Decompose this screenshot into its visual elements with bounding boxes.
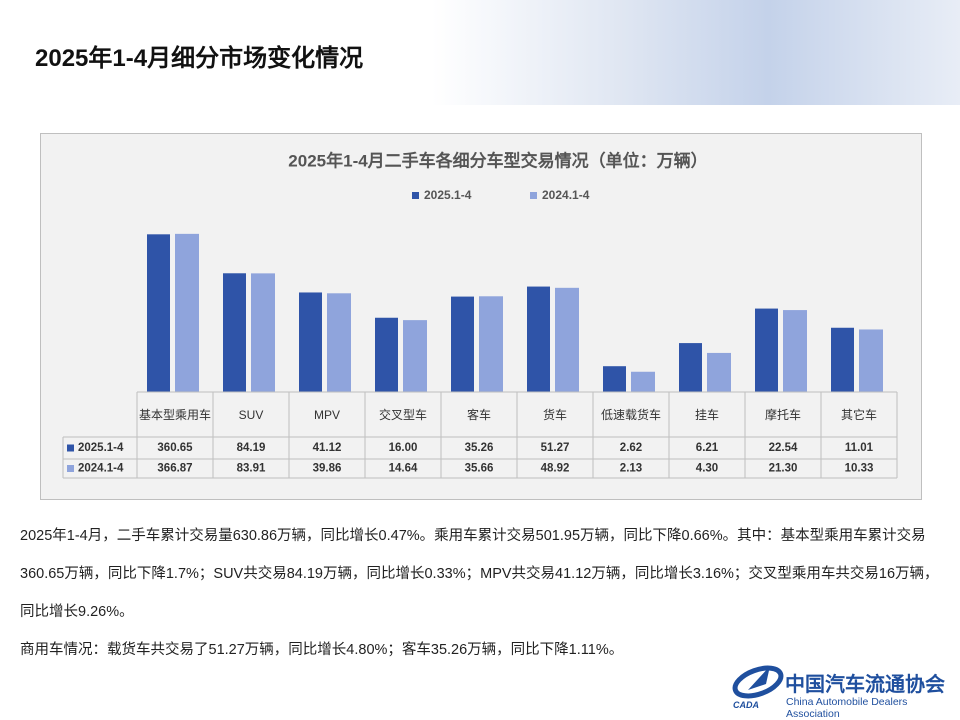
value-label: 83.91 (237, 463, 266, 475)
x-tick-label: 基本型乘用车 (139, 407, 211, 422)
bar (479, 296, 503, 392)
bar (631, 371, 655, 392)
bar (147, 234, 170, 392)
bar (375, 317, 398, 392)
legend-swatch (412, 192, 419, 199)
x-tick-label: SUV (238, 407, 264, 422)
value-label: 2.13 (620, 463, 642, 475)
value-label: 21.30 (769, 463, 798, 475)
value-label: 10.33 (845, 463, 874, 475)
x-tick-label: 摩托车 (764, 407, 801, 422)
logo-name: 中国汽车流通协会 (785, 672, 945, 696)
bar (175, 233, 199, 392)
bar (755, 308, 778, 392)
legend-label: 2024.1-4 (542, 188, 590, 202)
legend-swatch (67, 444, 74, 452)
row-label: 2024.1-4 (78, 463, 124, 475)
bar (327, 293, 351, 392)
bar (451, 296, 474, 392)
x-tick-label: 客车 (466, 407, 491, 422)
bar (603, 366, 626, 392)
bar (555, 287, 579, 392)
x-tick-label: 低速载货车 (600, 407, 661, 422)
legend-label: 2025.1-4 (424, 188, 472, 202)
bar (707, 352, 731, 392)
category-cell: 摩托车 (764, 407, 801, 422)
category-cell: 其它车 (840, 407, 877, 422)
value-label: 48.92 (541, 463, 570, 475)
value-label: 84.19 (237, 442, 266, 454)
row-label: 2025.1-4 (78, 442, 124, 454)
bar (783, 310, 807, 392)
category-cell: 客车 (466, 407, 491, 422)
paragraph: 2025年1-4月，二手车累计交易量630.86万辆，同比增长0.47%。乘用车… (20, 528, 939, 620)
x-tick-label: 其它车 (840, 407, 877, 422)
value-label: 35.66 (465, 463, 494, 475)
value-label: 22.54 (769, 442, 798, 454)
value-label: 41.12 (313, 442, 342, 454)
bar (679, 343, 702, 392)
category-cell: 低速载货车 (600, 407, 661, 422)
category-cell: MPV (313, 407, 340, 422)
x-tick-label: 交叉型车 (378, 407, 427, 422)
value-label: 366.87 (157, 463, 192, 475)
category-cell: 货车 (542, 407, 567, 422)
value-label: 2.62 (620, 442, 642, 454)
logo-subname: China Automobile Dealers Association (786, 696, 908, 720)
value-label: 39.86 (313, 463, 342, 475)
x-tick-label: 货车 (542, 407, 567, 422)
value-label: 16.00 (389, 442, 418, 454)
paragraph: 商用车情况：载货车共交易了51.27万辆，同比增长4.80%；客车35.26万辆… (20, 642, 624, 658)
bar (527, 286, 550, 392)
category-cell: SUV (238, 407, 264, 422)
value-label: 51.27 (541, 442, 570, 454)
category-cell: 基本型乘用车 (139, 407, 211, 422)
x-tick-label: 挂车 (694, 407, 719, 422)
bar (223, 273, 246, 392)
header: 2025年1-4月细分市场变化情况 (0, 0, 960, 105)
value-label: 11.01 (845, 442, 874, 454)
logo-icon (732, 665, 784, 699)
value-label: 4.30 (696, 463, 718, 475)
chart-title: 2025年1-4月二手车各细分车型交易情况（单位：万辆） (288, 150, 707, 170)
value-label: 6.21 (696, 442, 719, 454)
bar (831, 327, 854, 392)
bar (403, 320, 427, 392)
bar (299, 292, 322, 392)
category-cell: 交叉型车 (378, 407, 427, 422)
logo-abbr: CADA (733, 700, 759, 710)
legend-swatch (530, 192, 537, 199)
value-label: 35.26 (465, 442, 494, 454)
bar (251, 273, 275, 392)
value-label: 360.65 (157, 442, 193, 454)
value-label: 14.64 (389, 463, 418, 475)
x-tick-label: MPV (313, 407, 340, 422)
legend-swatch (67, 465, 74, 472)
slide-title: 2025年1-4月细分市场变化情况 (35, 45, 364, 72)
category-cell: 挂车 (694, 407, 719, 422)
bar (859, 329, 883, 392)
